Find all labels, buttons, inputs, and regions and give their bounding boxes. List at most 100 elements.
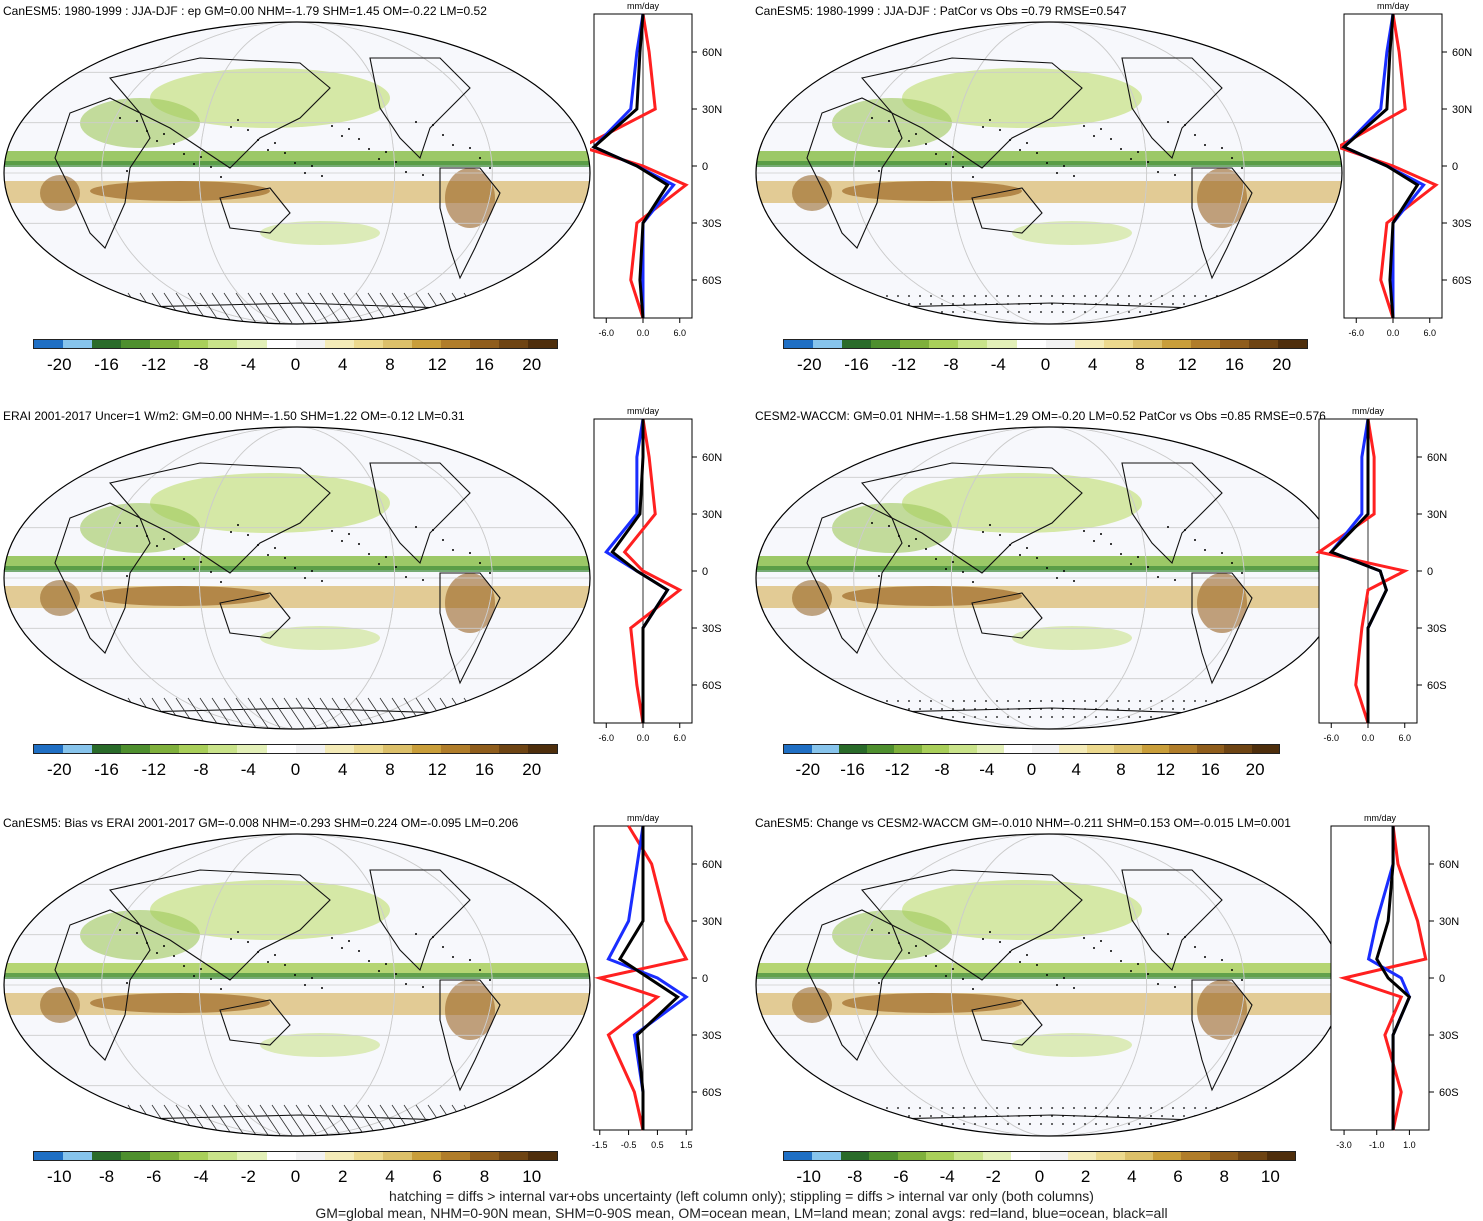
colorbar-tick: 0 <box>1026 760 1037 779</box>
colorbar-tick: -20 <box>46 355 72 374</box>
colorbar-swatch <box>894 745 922 753</box>
colorbar-tick: 4 <box>338 760 348 779</box>
colorbar-tick: -20 <box>46 760 72 779</box>
colorbar-tick: 8 <box>1219 1167 1229 1186</box>
colorbar <box>33 744 558 754</box>
zonal-line-all <box>610 419 670 723</box>
colorbar-tick: 2 <box>1080 1167 1091 1186</box>
colorbar-tick: -6 <box>146 1167 162 1186</box>
coastline <box>1121 462 1223 565</box>
colorbar <box>33 339 558 349</box>
colorbar-tick: -8 <box>847 1167 863 1186</box>
colorbar-swatch <box>1059 745 1087 753</box>
colorbar-tick: 20 <box>522 355 542 374</box>
map <box>755 21 1343 325</box>
colorbar-swatch <box>150 1152 180 1160</box>
colorbar-tick: 12 <box>1177 355 1197 374</box>
colorbar-swatch <box>1161 340 1191 348</box>
colorbar-tick: 8 <box>385 760 395 779</box>
colorbar-tick: -8 <box>934 760 950 779</box>
colorbar-swatch <box>382 1152 412 1160</box>
zonal-lat-tick: 0 <box>1452 161 1458 173</box>
colorbar-tick: 10 <box>522 1167 542 1186</box>
colorbar-tick: 12 <box>1156 760 1176 779</box>
colorbar-tick: 12 <box>427 760 447 779</box>
zonal-units-label: mm/day <box>627 813 660 823</box>
map-border <box>3 833 591 1137</box>
map-border <box>755 21 1343 325</box>
sh-dry-band <box>4 586 590 608</box>
coastline <box>1121 869 1223 972</box>
coastline <box>860 869 1083 981</box>
colorbar-swatch <box>866 745 894 753</box>
coastline <box>439 979 501 1092</box>
colorbar-tick: -20 <box>795 760 821 779</box>
zonal-x-tick: -6.0 <box>1348 328 1364 338</box>
colorbar-swatch <box>811 745 839 753</box>
sh-dry-band <box>756 586 1342 608</box>
colorbar-swatch <box>1004 745 1032 753</box>
zonal-lat-tick: 60N <box>702 452 722 464</box>
colorbar-swatch <box>1266 1152 1296 1160</box>
colorbar <box>783 744 1280 754</box>
colorbar-swatch <box>982 1152 1012 1160</box>
colorbar-swatch <box>179 340 209 348</box>
colorbar-tick: -8 <box>193 355 209 374</box>
colorbar-swatch <box>63 1152 93 1160</box>
zonal-average-plot: mm/day -1.5 -0.5 0.5 1.5 60N 30N 0 30S 60S <box>592 813 722 1150</box>
colorbar-tick: 8 <box>479 1167 490 1186</box>
zonal-x-tick: -1.5 <box>592 1140 608 1150</box>
colorbar-swatch <box>1238 1152 1267 1160</box>
zonal-units-label: mm/day <box>627 406 660 416</box>
colorbar-tick: -2 <box>240 1167 256 1186</box>
zonal-x-tick: -6.0 <box>1323 733 1339 743</box>
panel-title: CanESM5: Change vs CESM2-WACCM GM=-0.010… <box>755 816 1291 830</box>
zonal-lat-tick: 60N <box>1427 452 1447 464</box>
colorbar-tick: -16 <box>844 355 869 374</box>
colorbar-swatch <box>1196 745 1224 753</box>
colorbar-tick: -4 <box>979 760 995 779</box>
colorbar-swatch <box>353 1152 383 1160</box>
zonal-lat-tick: 60N <box>1452 47 1472 59</box>
zonal-lat-tick: 60S <box>702 680 722 692</box>
zonal-x-tick: 6.0 <box>673 733 686 743</box>
colorbar-swatch <box>92 340 122 348</box>
colorbar-swatch <box>208 340 238 348</box>
colorbar-swatch <box>121 745 151 753</box>
zonal-lat-tick: 30N <box>702 916 722 928</box>
colorbar-tick: 20 <box>1245 760 1265 779</box>
zonal-units-label: mm/day <box>1377 1 1410 11</box>
colorbar-tick: -4 <box>990 355 1006 374</box>
colorbar-swatch <box>237 340 267 348</box>
colorbar-swatch <box>266 340 296 348</box>
colorbar-swatch <box>925 1152 955 1160</box>
zonal-lat-tick: 60N <box>1439 859 1459 871</box>
zonal-units-label: mm/day <box>1364 813 1397 823</box>
map <box>755 833 1343 1137</box>
zonal-average-plot: mm/day -6.0 0.0 6.0 60N 30N 0 30S 60S <box>593 406 722 743</box>
footer-note-2: GM=global mean, NHM=0-90N mean, SHM=0-90… <box>315 1205 1168 1221</box>
zonal-lat-tick: 30S <box>1439 1030 1459 1042</box>
zonal-lat-tick: 60N <box>702 47 722 59</box>
zonal-x-tick: 1.0 <box>1403 1140 1416 1150</box>
coastline <box>369 57 471 160</box>
colorbar-swatch <box>295 1152 325 1160</box>
colorbar-swatch <box>469 340 499 348</box>
colorbar-swatch <box>499 1152 529 1160</box>
coastline <box>219 999 291 1046</box>
colorbar-swatch <box>324 1152 354 1160</box>
colorbar-swatch <box>499 745 529 753</box>
colorbar-tick: 6 <box>432 1167 442 1186</box>
coastline <box>54 97 151 249</box>
sh-dry-band <box>4 181 590 203</box>
colorbar-swatch <box>929 340 959 348</box>
colorbar-swatch <box>958 340 988 348</box>
zonal-lat-tick: 30N <box>702 104 722 116</box>
coastline <box>1121 57 1223 160</box>
colorbar-swatch <box>1114 745 1142 753</box>
colorbar-tick: 16 <box>475 355 494 374</box>
panel-title: ERAI 2001-2017 Uncer=1 W/m2: GM=0.00 NHM… <box>3 409 465 423</box>
colorbar-swatch <box>382 340 412 348</box>
colorbar-swatch <box>1074 340 1104 348</box>
zonal-x-tick: 6.0 <box>1398 733 1411 743</box>
